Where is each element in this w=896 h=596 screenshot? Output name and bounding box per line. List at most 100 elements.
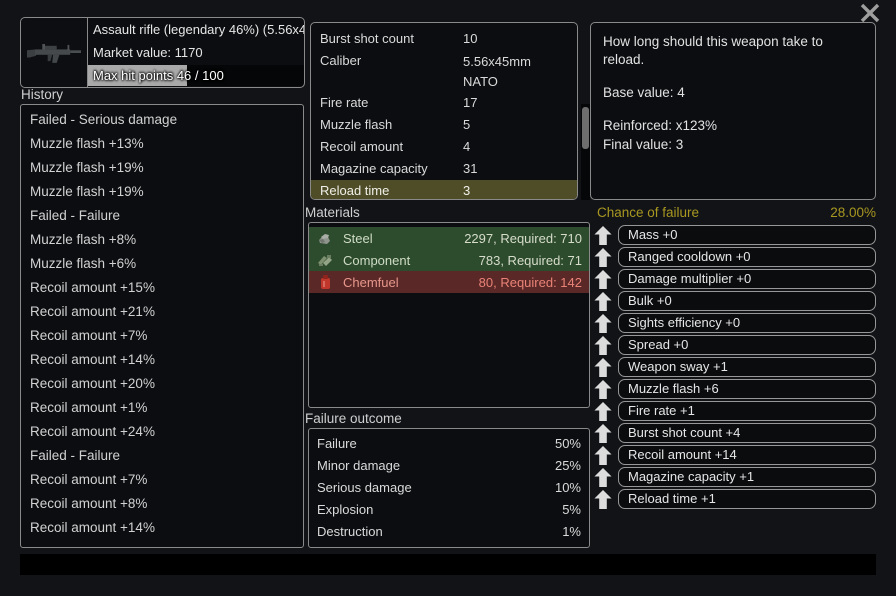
upgrade-row-weapon-sway: Weapon sway +1 bbox=[594, 357, 876, 377]
upgrade-item[interactable]: Fire rate +1 bbox=[618, 401, 876, 421]
stat-value: 3 bbox=[463, 183, 471, 198]
history-entry: Failed - Failure bbox=[30, 448, 121, 463]
upgrade-arrow-icon[interactable] bbox=[594, 489, 612, 509]
upgrade-item[interactable]: Spread +0 bbox=[618, 335, 876, 355]
upgrade-arrow-icon[interactable] bbox=[594, 225, 612, 245]
bottom-bar bbox=[20, 554, 876, 575]
failure-value: 25% bbox=[554, 458, 581, 473]
upgrade-item[interactable]: Muzzle flash +6 bbox=[618, 379, 876, 399]
stat-label: Reload time bbox=[320, 183, 390, 198]
upgrade-item[interactable]: Bulk +0 bbox=[618, 291, 876, 311]
failure-value: 5% bbox=[562, 502, 581, 517]
material-amount: 80, Required: 142 bbox=[478, 274, 582, 290]
upgrade-item[interactable]: Reload time +1 bbox=[618, 489, 876, 509]
upgrade-arrow-icon[interactable] bbox=[594, 401, 612, 421]
failure-row: Explosion 5% bbox=[309, 499, 589, 521]
weapon-info-text: Assault rifle (legendary 46%) (5.56x4 Ma… bbox=[88, 18, 304, 87]
upgrade-item[interactable]: Burst shot count +4 bbox=[618, 423, 876, 443]
history-entry: Failed - Failure bbox=[30, 208, 121, 223]
stat-row-muzzle-flash[interactable]: Muzzle flash 5 bbox=[311, 114, 577, 136]
history-entry: Recoil amount +1% bbox=[30, 400, 148, 415]
stat-row-reload-time-selected[interactable]: Reload time 3 bbox=[311, 180, 577, 199]
history-entry: Muzzle flash +6% bbox=[30, 256, 137, 271]
stat-label: Recoil amount bbox=[320, 139, 404, 154]
upgrade-row-burst-shot-count: Burst shot count +4 bbox=[594, 423, 876, 443]
stats-scrollbar-track[interactable] bbox=[581, 104, 590, 200]
upgrade-row-bulk: Bulk +0 bbox=[594, 291, 876, 311]
stat-base-value: Base value: 4 bbox=[603, 85, 685, 100]
failure-label: Failure bbox=[317, 436, 357, 451]
upgrade-row-recoil-amount: Recoil amount +14 bbox=[594, 445, 876, 465]
upgrade-row-magazine-capacity: Magazine capacity +1 bbox=[594, 467, 876, 487]
upgrade-arrow-icon[interactable] bbox=[594, 357, 612, 377]
weapon-title: Assault rifle (legendary 46%) (5.56x4 bbox=[93, 22, 304, 37]
upgrade-row-ranged-cooldown: Ranged cooldown +0 bbox=[594, 247, 876, 267]
material-name: Chemfuel bbox=[343, 274, 399, 290]
upgrade-arrow-icon[interactable] bbox=[594, 269, 612, 289]
materials-header: Materials bbox=[305, 205, 360, 220]
weapon-icon-cell bbox=[21, 18, 88, 87]
history-entry: Recoil amount +24% bbox=[30, 424, 155, 439]
history-entry: Recoil amount +14% bbox=[30, 352, 155, 367]
upgrade-arrow-icon[interactable] bbox=[594, 313, 612, 333]
upgrade-arrow-icon[interactable] bbox=[594, 467, 612, 487]
upgrade-row-reload-time: Reload time +1 bbox=[594, 489, 876, 509]
upgrade-item[interactable]: Ranged cooldown +0 bbox=[618, 247, 876, 267]
stat-value: 31 bbox=[463, 161, 478, 176]
upgrade-arrow-icon[interactable] bbox=[594, 247, 612, 267]
history-entry: Recoil amount +7% bbox=[30, 472, 148, 487]
upgrade-item[interactable]: Recoil amount +14 bbox=[618, 445, 876, 465]
failure-row: Minor damage 25% bbox=[309, 455, 589, 477]
upgrade-arrow-icon[interactable] bbox=[594, 291, 612, 311]
stat-value: 10 bbox=[463, 31, 478, 46]
stats-panel: Burst shot count 10 Caliber 5.56x45mm NA… bbox=[310, 22, 578, 200]
stat-label: Caliber bbox=[320, 53, 362, 68]
history-entry: Recoil amount +7% bbox=[30, 328, 148, 343]
material-name: Component bbox=[343, 252, 411, 268]
upgrade-arrow-icon[interactable] bbox=[594, 423, 612, 443]
upgrade-item[interactable]: Mass +0 bbox=[618, 225, 876, 245]
material-amount: 783, Required: 71 bbox=[478, 252, 582, 268]
stat-row-recoil-amount[interactable]: Recoil amount 4 bbox=[311, 136, 577, 158]
history-entry: Recoil amount +21% bbox=[30, 304, 155, 319]
history-entry: Muzzle flash +13% bbox=[30, 136, 144, 151]
upgrade-row-sights-efficiency: Sights efficiency +0 bbox=[594, 313, 876, 333]
stat-value: 5.56x45mm NATO bbox=[463, 54, 531, 89]
upgrade-row-fire-rate: Fire rate +1 bbox=[594, 401, 876, 421]
upgrade-item[interactable]: Magazine capacity +1 bbox=[618, 467, 876, 487]
stat-description-panel: How long should this weapon take to relo… bbox=[590, 22, 876, 200]
history-entry: Recoil amount +15% bbox=[30, 280, 155, 295]
failure-label: Explosion bbox=[317, 502, 374, 517]
upgrade-arrow-icon[interactable] bbox=[594, 445, 612, 465]
failure-row: Failure 50% bbox=[309, 433, 589, 455]
upgrade-item[interactable]: Sights efficiency +0 bbox=[618, 313, 876, 333]
stat-row-caliber[interactable]: Caliber 5.56x45mm NATO bbox=[311, 50, 577, 92]
failure-outcome-header: Failure outcome bbox=[305, 411, 402, 426]
stat-description-text: How long should this weapon take to relo… bbox=[603, 34, 823, 67]
stats-scrollbar-thumb[interactable] bbox=[582, 107, 589, 149]
failure-value: 50% bbox=[554, 436, 581, 451]
history-entry: Muzzle flash +19% bbox=[30, 160, 144, 175]
history-header: History bbox=[21, 87, 64, 102]
steel-icon bbox=[319, 234, 330, 244]
chance-of-failure-header: Chance of failure 28.00% bbox=[597, 205, 876, 220]
stat-final-value: Final value: 3 bbox=[603, 137, 684, 152]
upgrade-arrow-icon[interactable] bbox=[594, 335, 612, 355]
failure-value: 1% bbox=[562, 524, 581, 539]
hit-points-fill bbox=[88, 65, 188, 86]
materials-panel: Steel 2297, Required: 710 Component 783,… bbox=[308, 222, 590, 408]
stat-row-fire-rate[interactable]: Fire rate 17 bbox=[311, 92, 577, 114]
stat-label: Muzzle flash bbox=[320, 117, 393, 132]
stat-row-magazine-capacity[interactable]: Magazine capacity 31 bbox=[311, 158, 577, 180]
history-panel: Failed - Serious damage Muzzle flash +13… bbox=[20, 104, 304, 548]
failure-row: Destruction 1% bbox=[309, 521, 589, 543]
upgrade-item[interactable]: Weapon sway +1 bbox=[618, 357, 876, 377]
stat-row-burst-shot-count[interactable]: Burst shot count 10 bbox=[311, 28, 577, 50]
upgrade-arrow-icon[interactable] bbox=[594, 379, 612, 399]
material-row-chemfuel: Chemfuel 80, Required: 142 bbox=[309, 271, 589, 293]
material-name: Steel bbox=[343, 230, 373, 246]
upgrade-item[interactable]: Damage multiplier +0 bbox=[618, 269, 876, 289]
chance-of-failure-label: Chance of failure bbox=[597, 205, 700, 220]
close-button[interactable] bbox=[855, 0, 885, 26]
material-row-component: Component 783, Required: 71 bbox=[309, 249, 589, 271]
